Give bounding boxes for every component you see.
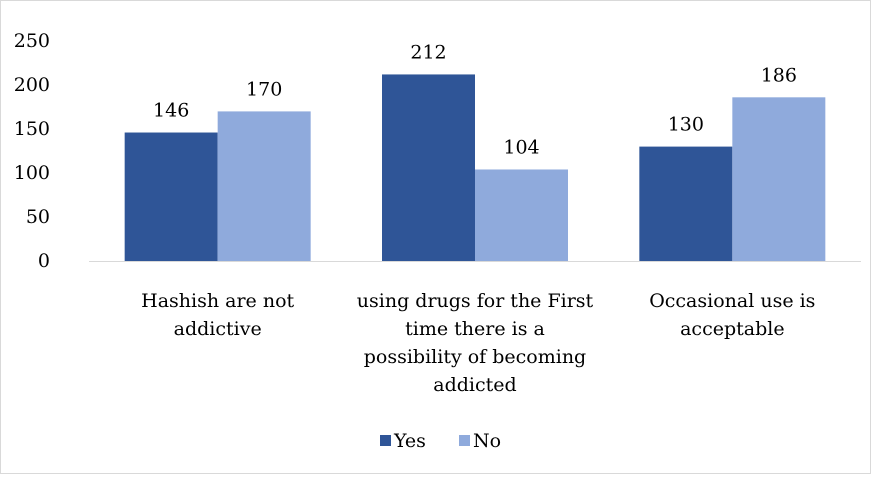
bar-no-2 (732, 97, 826, 261)
bars (124, 74, 826, 262)
category-label: Hashish are not (141, 290, 294, 312)
legend-swatch-no (459, 435, 470, 446)
legend-label-no: No (473, 430, 501, 452)
y-tick-label: 50 (26, 206, 50, 228)
category-label: addicted (433, 374, 516, 396)
legend-label-yes: Yes (393, 430, 426, 452)
category-label: possibility of becoming (364, 346, 586, 368)
bar-no-1 (475, 169, 568, 261)
category-label: using drugs for the First (357, 290, 594, 312)
y-tick-label: 100 (14, 162, 50, 184)
category-label: addictive (174, 318, 262, 340)
data-label-yes-1: 212 (410, 41, 446, 63)
y-axis: 0 50 100 150 200 250 (14, 30, 50, 272)
category-label: time there is a (405, 318, 545, 340)
data-label-no-2: 186 (761, 64, 797, 86)
x-axis: Hashish are not addictive using drugs for … (141, 290, 815, 396)
bar-yes-1 (382, 74, 475, 261)
y-tick-label: 250 (14, 30, 50, 52)
bar-yes-2 (639, 146, 733, 261)
data-label-yes-2: 130 (668, 114, 704, 136)
data-labels: 146 212 130 170 104 186 (153, 41, 797, 158)
data-label-yes-0: 146 (153, 100, 189, 122)
y-tick-label: 0 (38, 250, 50, 272)
bar-no-0 (217, 111, 311, 262)
data-label-no-0: 170 (246, 78, 282, 100)
bar-yes-0 (124, 132, 218, 261)
y-tick-label: 150 (14, 118, 50, 140)
legend-swatch-yes (380, 435, 391, 446)
data-label-no-1: 104 (503, 136, 539, 158)
y-tick-label: 200 (14, 74, 50, 96)
category-label: Occasional use is (649, 290, 815, 312)
legend: Yes No (380, 430, 501, 452)
category-label: acceptable (680, 318, 784, 340)
